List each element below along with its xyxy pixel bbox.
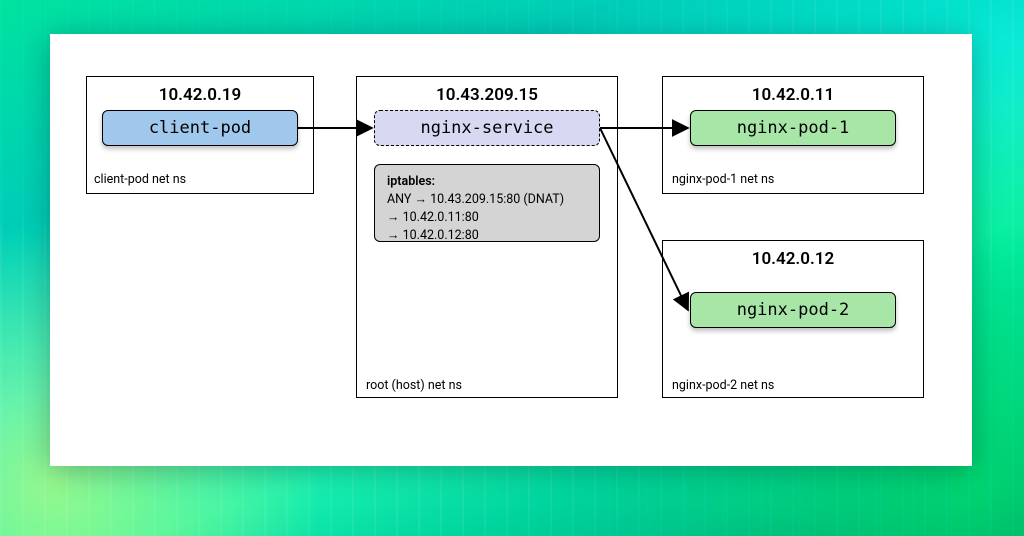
arrow-service-to-pod2 bbox=[600, 128, 688, 310]
diagram-canvas: 10.42.0.19 client-pod client-pod net ns … bbox=[50, 34, 972, 466]
diagram-panel: 10.42.0.19 client-pod client-pod net ns … bbox=[50, 34, 972, 466]
arrow-layer bbox=[50, 34, 972, 466]
